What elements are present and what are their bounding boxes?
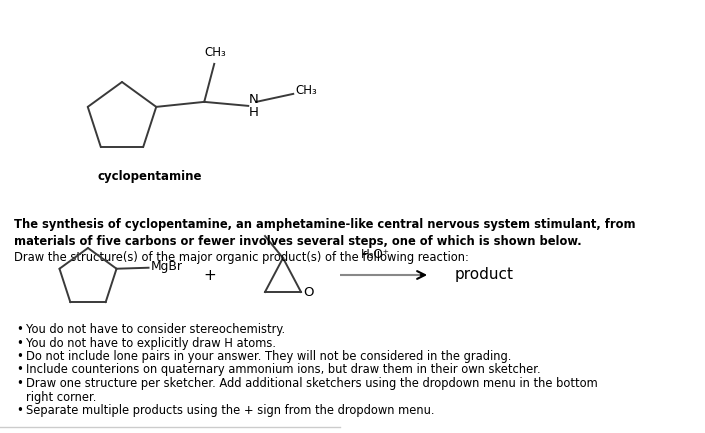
Text: H₃O⁺: H₃O⁺ xyxy=(360,248,389,261)
Text: You do not have to explicitly draw H atoms.: You do not have to explicitly draw H ato… xyxy=(26,336,276,349)
Text: •: • xyxy=(16,377,23,390)
Text: right corner.: right corner. xyxy=(26,391,97,404)
Text: MgBr: MgBr xyxy=(151,260,183,273)
Text: You do not have to consider stereochemistry.: You do not have to consider stereochemis… xyxy=(26,323,285,336)
Text: cyclopentamine: cyclopentamine xyxy=(98,170,202,183)
Text: Draw one structure per sketcher. Add additional sketchers using the dropdown men: Draw one structure per sketcher. Add add… xyxy=(26,377,598,390)
Text: H: H xyxy=(250,107,259,120)
Text: •: • xyxy=(16,363,23,377)
Text: product: product xyxy=(455,268,514,282)
Text: CH₃: CH₃ xyxy=(295,84,317,97)
Text: Do not include lone pairs in your answer. They will not be considered in the gra: Do not include lone pairs in your answer… xyxy=(26,350,511,363)
Text: Separate multiple products using the + sign from the dropdown menu.: Separate multiple products using the + s… xyxy=(26,404,434,417)
Text: N: N xyxy=(250,94,259,107)
Text: Include counterions on quaternary ammonium ions, but draw them in their own sket: Include counterions on quaternary ammoni… xyxy=(26,363,541,377)
Text: CH₃: CH₃ xyxy=(204,46,226,59)
Text: +: + xyxy=(204,268,216,282)
Text: •: • xyxy=(16,336,23,349)
Text: Draw the structure(s) of the major organic product(s) of the following reaction:: Draw the structure(s) of the major organ… xyxy=(14,251,469,264)
Text: •: • xyxy=(16,323,23,336)
Text: •: • xyxy=(16,404,23,417)
Text: The synthesis of cyclopentamine, an amphetamine-like central nervous system stim: The synthesis of cyclopentamine, an amph… xyxy=(14,218,636,248)
Text: •: • xyxy=(16,350,23,363)
Text: O: O xyxy=(303,285,314,298)
